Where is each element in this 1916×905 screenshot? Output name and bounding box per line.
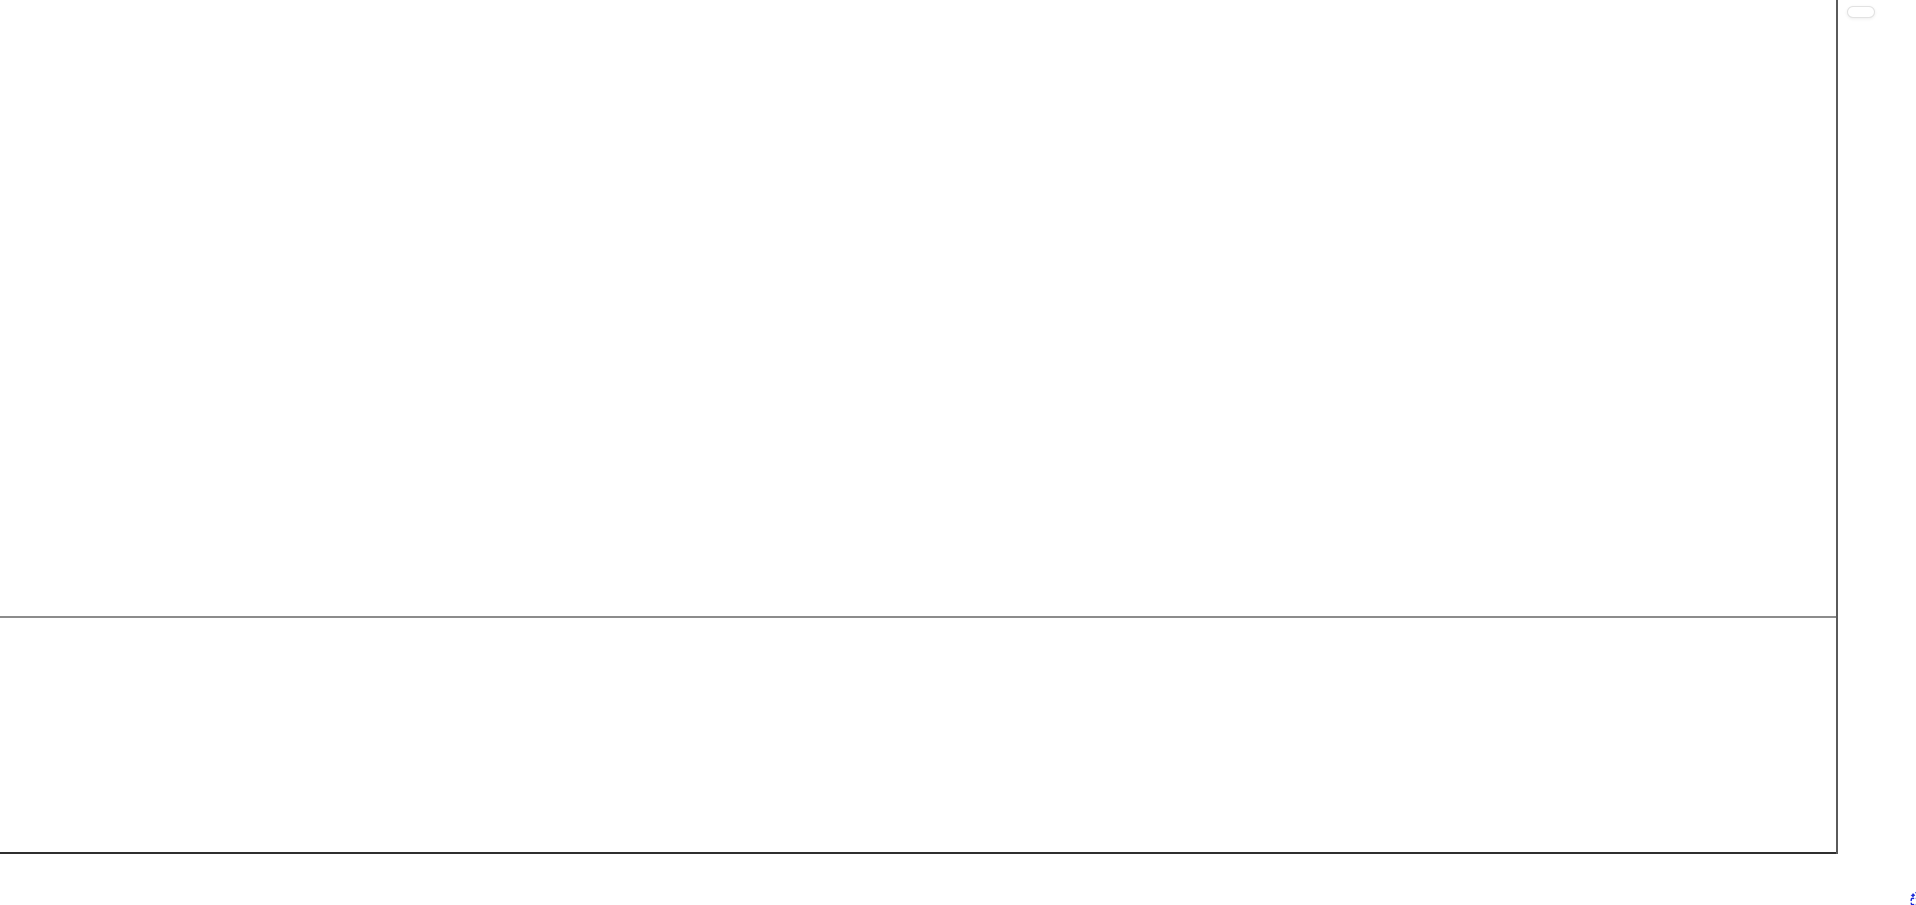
y-axis-line <box>1836 0 1838 854</box>
price-chart-canvas[interactable] <box>0 0 1837 617</box>
price-axis-strip[interactable] <box>1838 0 1916 905</box>
x-axis-line <box>0 852 1837 854</box>
rsi-chart-canvas[interactable] <box>0 617 1837 853</box>
panel-divider-handle[interactable] <box>0 616 1837 618</box>
lseg-globe-icon <box>1910 891 1916 905</box>
currency-button[interactable] <box>1847 6 1875 18</box>
